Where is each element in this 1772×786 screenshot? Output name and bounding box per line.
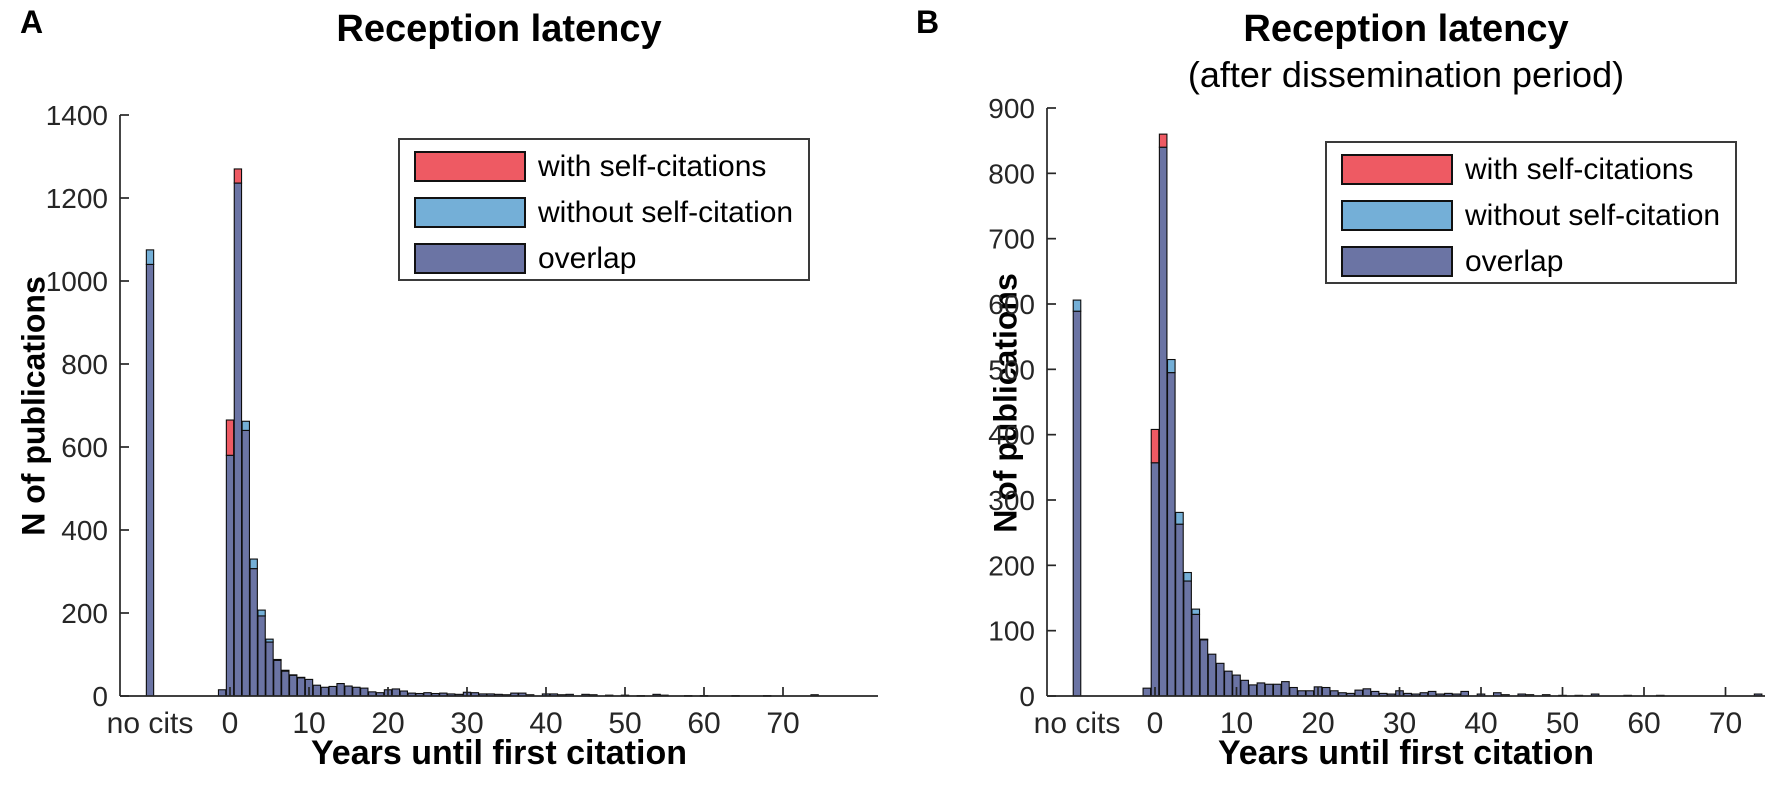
legend-label: without self-citation <box>1465 199 1721 232</box>
histogram-bar <box>1215 662 1225 697</box>
histogram-bar <box>1224 670 1233 697</box>
y-tick-label: 400 <box>61 515 108 546</box>
histogram-bar <box>1199 638 1209 697</box>
y-tick-label: 200 <box>988 550 1035 581</box>
histogram-bar <box>1175 511 1184 697</box>
histogram-bar <box>1362 688 1372 697</box>
histogram-bar <box>1183 571 1192 697</box>
x-tick-label: 70 <box>766 707 799 740</box>
histogram-bar <box>1264 683 1274 697</box>
legend-item: overlap <box>1341 246 1735 277</box>
histogram-bar <box>1248 684 1258 697</box>
histogram-bar <box>1281 681 1290 697</box>
histogram-bar <box>1207 653 1217 697</box>
x-tick-label: 70 <box>1709 707 1742 740</box>
legend-label: overlap <box>538 242 637 275</box>
y-tick-label: 600 <box>61 432 108 463</box>
legend-label: with self-citations <box>538 150 767 183</box>
x-tick-label: 40 <box>1464 707 1497 740</box>
x-tick-label: 20 <box>1301 707 1334 740</box>
y-tick-label: 900 <box>988 93 1035 124</box>
legend-swatch-with-self-citations <box>414 151 526 182</box>
y-tick-label: 700 <box>988 224 1035 255</box>
x-tick-label: 40 <box>529 707 562 740</box>
panel-label-b: B <box>916 4 940 40</box>
histogram-bar <box>1256 682 1266 697</box>
y-tick-label: 100 <box>988 616 1035 647</box>
y-tick-label: 400 <box>988 420 1035 451</box>
histogram-bar <box>1354 689 1364 697</box>
chart-title-b: Reception latency <box>1243 8 1569 50</box>
y-tick-label: 300 <box>988 485 1035 516</box>
x-tick-label: 0 <box>1147 707 1164 740</box>
histogram-bar <box>1191 608 1201 697</box>
legend-label: overlap <box>1465 245 1564 278</box>
y-tick-label: 1200 <box>46 183 108 214</box>
legend-swatch-overlap <box>414 243 526 274</box>
histogram-bar <box>1072 299 1082 697</box>
legend-swatch-without-self-citation <box>414 197 526 228</box>
y-tick-label: 500 <box>988 354 1035 385</box>
legend-swatch-without-self-citation <box>1341 200 1453 231</box>
histogram-bar <box>1272 683 1282 697</box>
x-tick-label: 60 <box>687 707 720 740</box>
y-tick-label: 200 <box>61 598 108 629</box>
legend-label: without self-citation <box>538 196 794 229</box>
x-tick-label: 10 <box>292 707 325 740</box>
x-tick-label: 50 <box>608 707 641 740</box>
legend-item: overlap <box>414 243 808 274</box>
legend-a: with self-citations without self-citatio… <box>398 138 810 281</box>
x-tick-label: no cits <box>107 707 194 740</box>
x-tick-label: 30 <box>1383 707 1416 740</box>
histogram-bar <box>1150 428 1160 697</box>
y-tick-label: 800 <box>61 349 108 380</box>
legend-b: with self-citations without self-citatio… <box>1325 141 1737 284</box>
y-tick-label: 1400 <box>46 100 108 131</box>
legend-item: without self-citation <box>414 197 808 228</box>
x-tick-label: no cits <box>1034 707 1121 740</box>
histogram-bar <box>1240 679 1249 697</box>
histogram-bar <box>1158 133 1168 697</box>
histogram-bar <box>1289 686 1298 697</box>
x-tick-label: 20 <box>371 707 404 740</box>
y-tick-label: 800 <box>988 158 1035 189</box>
x-tick-label: 30 <box>450 707 483 740</box>
y-tick-label: 600 <box>988 289 1035 320</box>
chart-title-a: Reception latency <box>336 8 662 50</box>
legend-label: with self-citations <box>1465 153 1694 186</box>
chart-subtitle-b: (after dissemination period) <box>1187 54 1625 95</box>
legend-swatch-with-self-citations <box>1341 154 1453 185</box>
y-tick-label: 1000 <box>46 266 108 297</box>
legend-swatch-overlap <box>1341 246 1453 277</box>
x-tick-label: 50 <box>1546 707 1579 740</box>
histogram-bar <box>1321 686 1331 697</box>
legend-item: with self-citations <box>414 151 808 182</box>
y-tick-label: 0 <box>92 681 108 712</box>
legend-item: with self-citations <box>1341 154 1735 185</box>
x-tick-label: 10 <box>1220 707 1253 740</box>
x-tick-label: 0 <box>222 707 239 740</box>
panel-label-a: A <box>20 4 44 40</box>
x-axis-label-b: Years until first citation <box>1218 734 1594 772</box>
histogram-bar <box>1142 687 1152 697</box>
histogram-bar <box>1166 358 1176 697</box>
y-tick-label: 0 <box>1019 681 1035 712</box>
legend-item: without self-citation <box>1341 200 1735 231</box>
x-axis-label-a: Years until first citation <box>311 734 687 772</box>
x-tick-label: 60 <box>1627 707 1660 740</box>
